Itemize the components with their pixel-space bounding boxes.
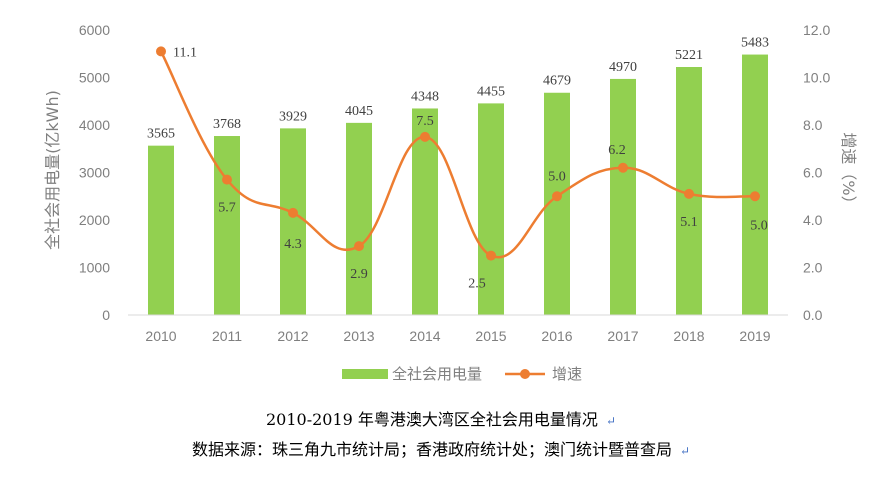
growth-point [486, 250, 496, 261]
chart-area: 0 1000 2000 3000 4000 5000 6000 0.0 2.0 4.0 6.0 8.… [43, 22, 858, 383]
paragraph-mark-icon: ↵ [679, 444, 691, 458]
growth-value-label: 5.0 [548, 169, 566, 184]
chart-caption-source: 数据来源：珠三角九市统计局；香港政府统计处；澳门统计暨普查局 ↵ [0, 436, 882, 460]
right-axis-title: 增速（%） [839, 132, 858, 211]
growth-value-label: 5.7 [218, 201, 236, 216]
growth-value-label: 4.3 [284, 237, 302, 252]
legend-swatch-marker [520, 369, 530, 379]
bar-value-label: 4970 [609, 60, 637, 75]
growth-point [552, 191, 562, 202]
x-tick-label: 2015 [475, 328, 506, 344]
chart-caption-title: 2010-2019 年粤港澳大湾区全社会用电量情况 ↵ [0, 406, 882, 430]
x-tick-label: 2014 [409, 328, 440, 344]
bar-value-label: 4045 [345, 104, 373, 119]
paragraph-mark-icon: ↵ [605, 414, 616, 428]
x-axis-ticks: 2010 2011 2012 2013 2014 2015 2016 2017 2018 2019 [145, 328, 770, 344]
left-tick-label: 1000 [79, 260, 110, 276]
caption-source-text: 数据来源：珠三角九市统计局；香港政府统计处；澳门统计暨普查局 [191, 440, 672, 459]
x-tick-label: 2017 [607, 328, 638, 344]
growth-point [222, 174, 232, 185]
legend-label-bar: 全社会用电量 [392, 365, 482, 383]
growth-value-label: 5.1 [680, 215, 698, 230]
bar-value-label: 3768 [213, 117, 241, 132]
left-tick-label: 4000 [79, 117, 110, 133]
right-tick-label: 6.0 [803, 165, 823, 181]
growth-value-label: 11.1 [173, 45, 197, 60]
bar-value-label: 4679 [543, 74, 571, 89]
growth-value-label: 5.0 [750, 218, 768, 233]
growth-point [156, 46, 166, 57]
right-axis-ticks: 0.0 2.0 4.0 6.0 8.0 10.0 12.0 [803, 22, 830, 323]
bar [742, 54, 768, 316]
x-tick-label: 2011 [212, 328, 242, 344]
x-tick-label: 2013 [343, 328, 374, 344]
growth-value-label: 2.9 [350, 267, 368, 282]
right-tick-label: 12.0 [803, 22, 830, 38]
left-tick-label: 0 [102, 307, 110, 323]
x-tick-label: 2010 [145, 328, 176, 344]
right-tick-label: 8.0 [803, 117, 823, 133]
growth-point [618, 162, 628, 173]
left-tick-label: 2000 [79, 212, 110, 228]
right-tick-label: 0.0 [803, 307, 823, 323]
x-tick-label: 2019 [739, 328, 770, 344]
legend-label-line: 增速 [552, 365, 582, 383]
growth-point [354, 241, 364, 252]
left-tick-label: 5000 [79, 70, 110, 86]
x-tick-label: 2016 [541, 328, 572, 344]
bar [280, 128, 306, 315]
bar-value-label: 4455 [477, 84, 505, 99]
left-axis-title: 全社会用电量(亿kWh) [43, 90, 62, 250]
growth-point [684, 188, 694, 199]
growth-line [159, 50, 756, 259]
bar-value-label: 5221 [675, 48, 703, 63]
growth-point [420, 131, 430, 142]
growth-value-label: 6.2 [608, 143, 626, 158]
bar-value-label: 4348 [411, 89, 439, 104]
bar [148, 145, 174, 315]
left-tick-label: 3000 [79, 165, 110, 181]
growth-value-label: 7.5 [416, 114, 434, 129]
right-tick-label: 4.0 [803, 212, 823, 228]
line-data-labels: 11.1 5.7 4.3 2.9 7.5 2.5 5.0 6.2 5.1 5.0 [173, 45, 768, 291]
right-tick-label: 2.0 [803, 260, 823, 276]
bar [610, 78, 636, 315]
legend-swatch-bar [342, 369, 388, 379]
line-series [156, 46, 760, 261]
bar-series [148, 54, 768, 316]
bar-value-label: 3565 [147, 127, 175, 142]
growth-value-label: 2.5 [468, 277, 486, 292]
right-tick-label: 10.0 [803, 70, 830, 86]
bar [346, 122, 372, 315]
bar-value-label: 3929 [279, 109, 307, 124]
caption-title-text: 2010-2019 年粤港澳大湾区全社会用电量情况 [266, 410, 598, 429]
bar [478, 103, 504, 315]
bar-value-label: 5483 [741, 36, 769, 51]
bar [214, 136, 240, 315]
x-tick-label: 2018 [673, 328, 704, 344]
growth-point [288, 207, 298, 218]
growth-point [750, 191, 760, 202]
legend: 全社会用电量 增速 [342, 365, 582, 383]
left-tick-label: 6000 [79, 22, 110, 38]
x-tick-label: 2012 [277, 328, 308, 344]
left-axis-ticks: 0 1000 2000 3000 4000 5000 6000 [79, 22, 110, 323]
bar-data-labels: 3565 3768 3929 4045 4348 4455 4679 4970 5221 5483 [147, 36, 769, 142]
